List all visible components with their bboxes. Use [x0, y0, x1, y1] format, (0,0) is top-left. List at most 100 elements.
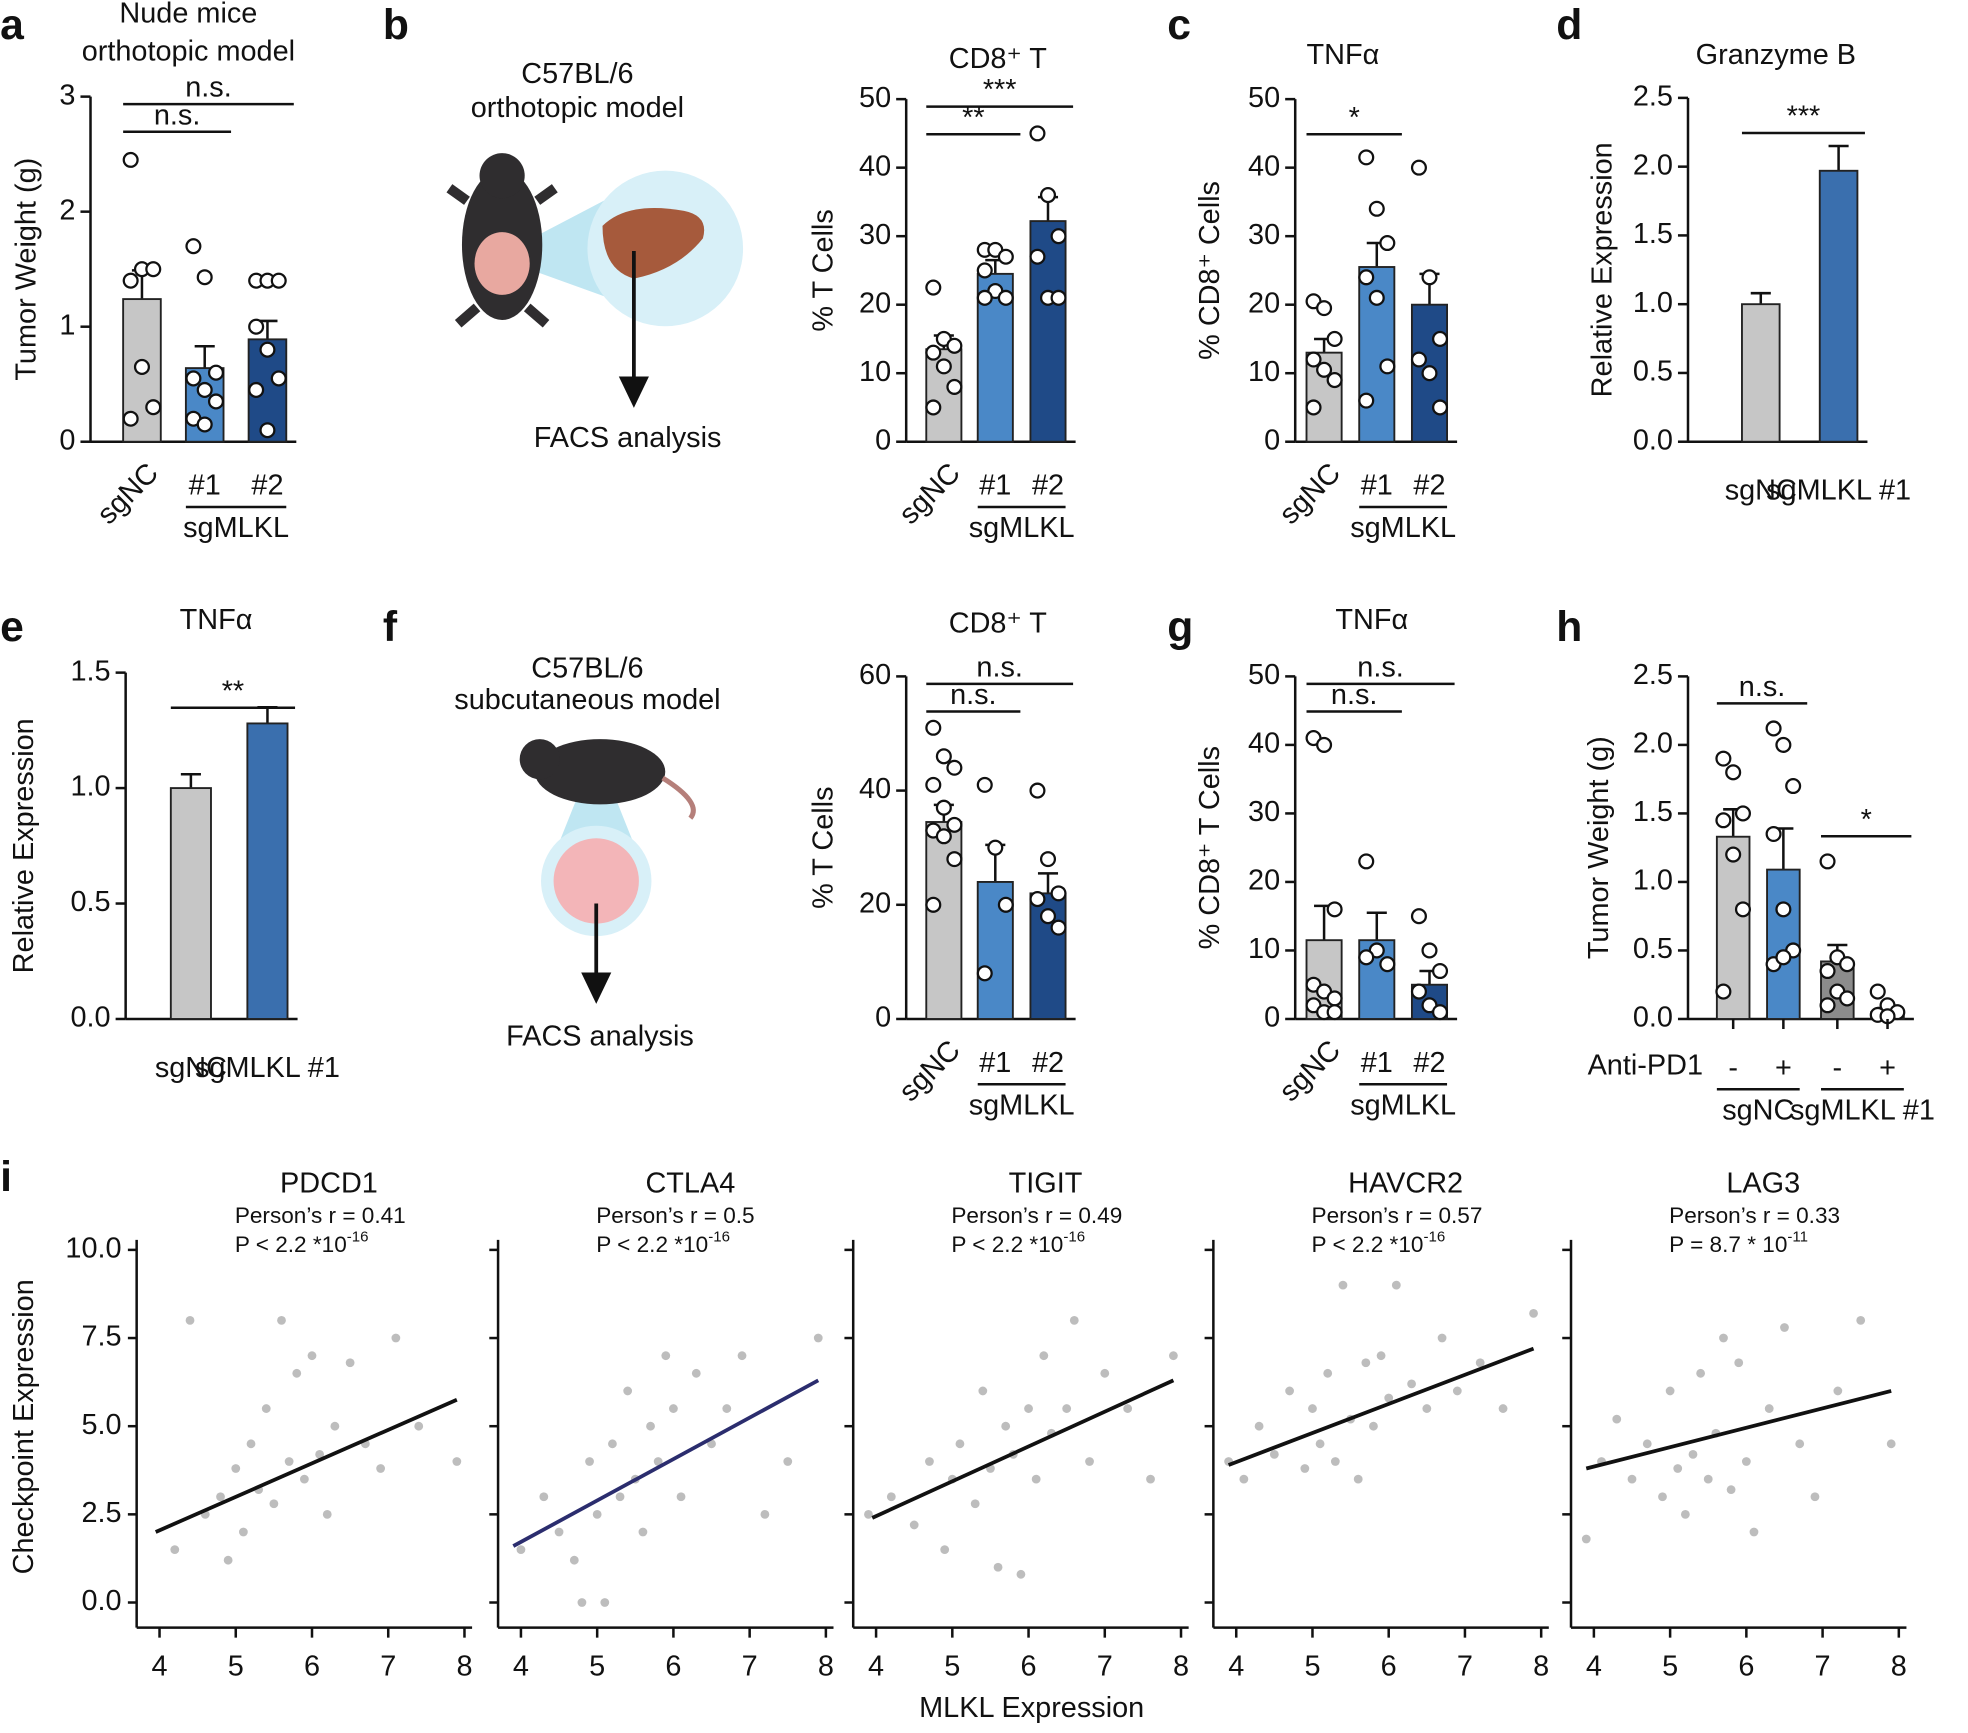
data-point: [997, 248, 1014, 265]
data-point: [1062, 1404, 1072, 1413]
illustration-title: orthotopic model: [471, 92, 684, 124]
y-tick-label: 2.5: [81, 1497, 121, 1529]
data-point: [1039, 187, 1057, 204]
data-point: [1886, 1439, 1896, 1449]
data-point: [554, 1527, 564, 1537]
data-point: [925, 1457, 934, 1466]
chart-title: CD8⁺ T: [949, 608, 1047, 640]
bar: [1715, 835, 1751, 1020]
panel-letter: e: [0, 603, 24, 651]
data-point: [307, 1351, 317, 1361]
data-point: [1358, 149, 1375, 166]
data-point: [414, 1421, 424, 1431]
fit-line: [512, 1378, 820, 1548]
data-point: [1410, 908, 1427, 925]
data-point: [452, 1457, 462, 1466]
p-text: P < 2.2 *10: [596, 1232, 708, 1257]
arrow-head: [618, 376, 649, 408]
data-point: [1316, 300, 1333, 317]
data-point: [1050, 228, 1067, 245]
panel-letter: i: [0, 1153, 12, 1201]
x-tick-label: 4: [1586, 1650, 1602, 1682]
p-exponent: -16: [708, 1228, 730, 1245]
data-point: [935, 828, 952, 845]
data-point: [1715, 812, 1732, 829]
data-point: [292, 1368, 302, 1378]
data-point: [1749, 1527, 1759, 1537]
p-text: P < 2.2 *10: [1312, 1232, 1424, 1257]
chart-title: CD8⁺ T: [949, 43, 1047, 75]
data-point: [1169, 1351, 1178, 1361]
data-point: [1498, 1404, 1508, 1413]
fit-line: [1227, 1346, 1535, 1467]
y-tick-label: 30: [1248, 796, 1280, 828]
p-exponent: -16: [1423, 1228, 1445, 1245]
significance-label: *: [1861, 804, 1872, 836]
x-tick-label: #1: [979, 1047, 1011, 1079]
significance-label: n.s.: [185, 72, 232, 104]
data-point: [1338, 1280, 1348, 1290]
bar-chart: c TNFα % CD8⁺ Cells 0 10 20 30 40 50 sgNC #1 #2 sgML…: [1167, 1, 1458, 544]
data-point: [1581, 1534, 1591, 1544]
illustration-f: C57BL/6 subcutaneous model FACS analysis: [454, 653, 720, 1053]
data-point: [1819, 853, 1836, 870]
mouse-body: [534, 739, 666, 805]
data-point: [270, 370, 287, 387]
data-point: [1330, 1457, 1340, 1466]
bar-chart: e TNFα Relative Expression 0.0 0.5 1.0 1.5 sgNC…: [0, 603, 340, 1084]
x-tick-label: #2: [1032, 1047, 1064, 1079]
data-point: [1050, 919, 1067, 936]
y-tick-label: 0: [59, 424, 75, 456]
data-point: [1016, 1569, 1026, 1579]
x-tick-label: sgNC: [91, 457, 165, 531]
y-tick-label: 0.0: [1633, 1002, 1673, 1034]
data-point: [978, 1386, 988, 1396]
data-point: [391, 1333, 401, 1343]
data-point: [315, 1450, 325, 1459]
x-tick-label: sgNC: [893, 457, 967, 531]
x-tick-label: +: [1775, 1052, 1792, 1084]
data-point: [1024, 1404, 1033, 1413]
data-point: [946, 759, 963, 776]
data-point: [248, 318, 265, 335]
y-tick-label: 40: [1248, 150, 1280, 182]
data-point: [1421, 942, 1438, 959]
x-tick-label: #1: [189, 470, 221, 502]
data-point: [737, 1351, 747, 1361]
data-point: [987, 839, 1004, 856]
y-tick-label: 10: [859, 356, 891, 388]
data-point: [1765, 825, 1782, 843]
data-point: [1358, 269, 1375, 286]
data-point: [122, 272, 139, 289]
significance-label: ***: [983, 74, 1017, 106]
y-tick-label: 0.0: [70, 1002, 110, 1034]
stat-label: Person’s r = 0.5: [596, 1203, 754, 1228]
data-point: [1315, 1439, 1325, 1449]
data-point: [269, 1499, 279, 1509]
data-point: [886, 1492, 896, 1502]
x-tick-label: -: [1728, 1052, 1738, 1084]
x-tick-label: 7: [380, 1650, 396, 1682]
data-point: [925, 399, 942, 416]
mouse-limb: [523, 303, 550, 328]
data-point: [122, 410, 139, 427]
data-point: [1146, 1474, 1155, 1484]
data-point: [722, 1404, 732, 1413]
data-point: [185, 1316, 195, 1325]
data-point: [261, 1404, 271, 1413]
data-point: [539, 1492, 549, 1502]
y-tick-label: 20: [1248, 287, 1280, 319]
data-point: [1765, 720, 1782, 737]
panel-letter: a: [0, 1, 24, 49]
data-point: [1001, 1421, 1011, 1431]
y-tick-label: 2.5: [1633, 659, 1673, 691]
data-point: [185, 370, 202, 387]
data-point: [1239, 1474, 1249, 1484]
data-point: [1658, 1492, 1667, 1502]
y-tick-label: 1: [59, 309, 75, 341]
data-point: [1323, 1368, 1333, 1378]
data-point: [935, 748, 952, 765]
stat-label: Person’s r = 0.41: [235, 1203, 406, 1228]
y-tick-label: 30: [859, 219, 891, 251]
x-tick-label: sgNC: [155, 1052, 227, 1084]
